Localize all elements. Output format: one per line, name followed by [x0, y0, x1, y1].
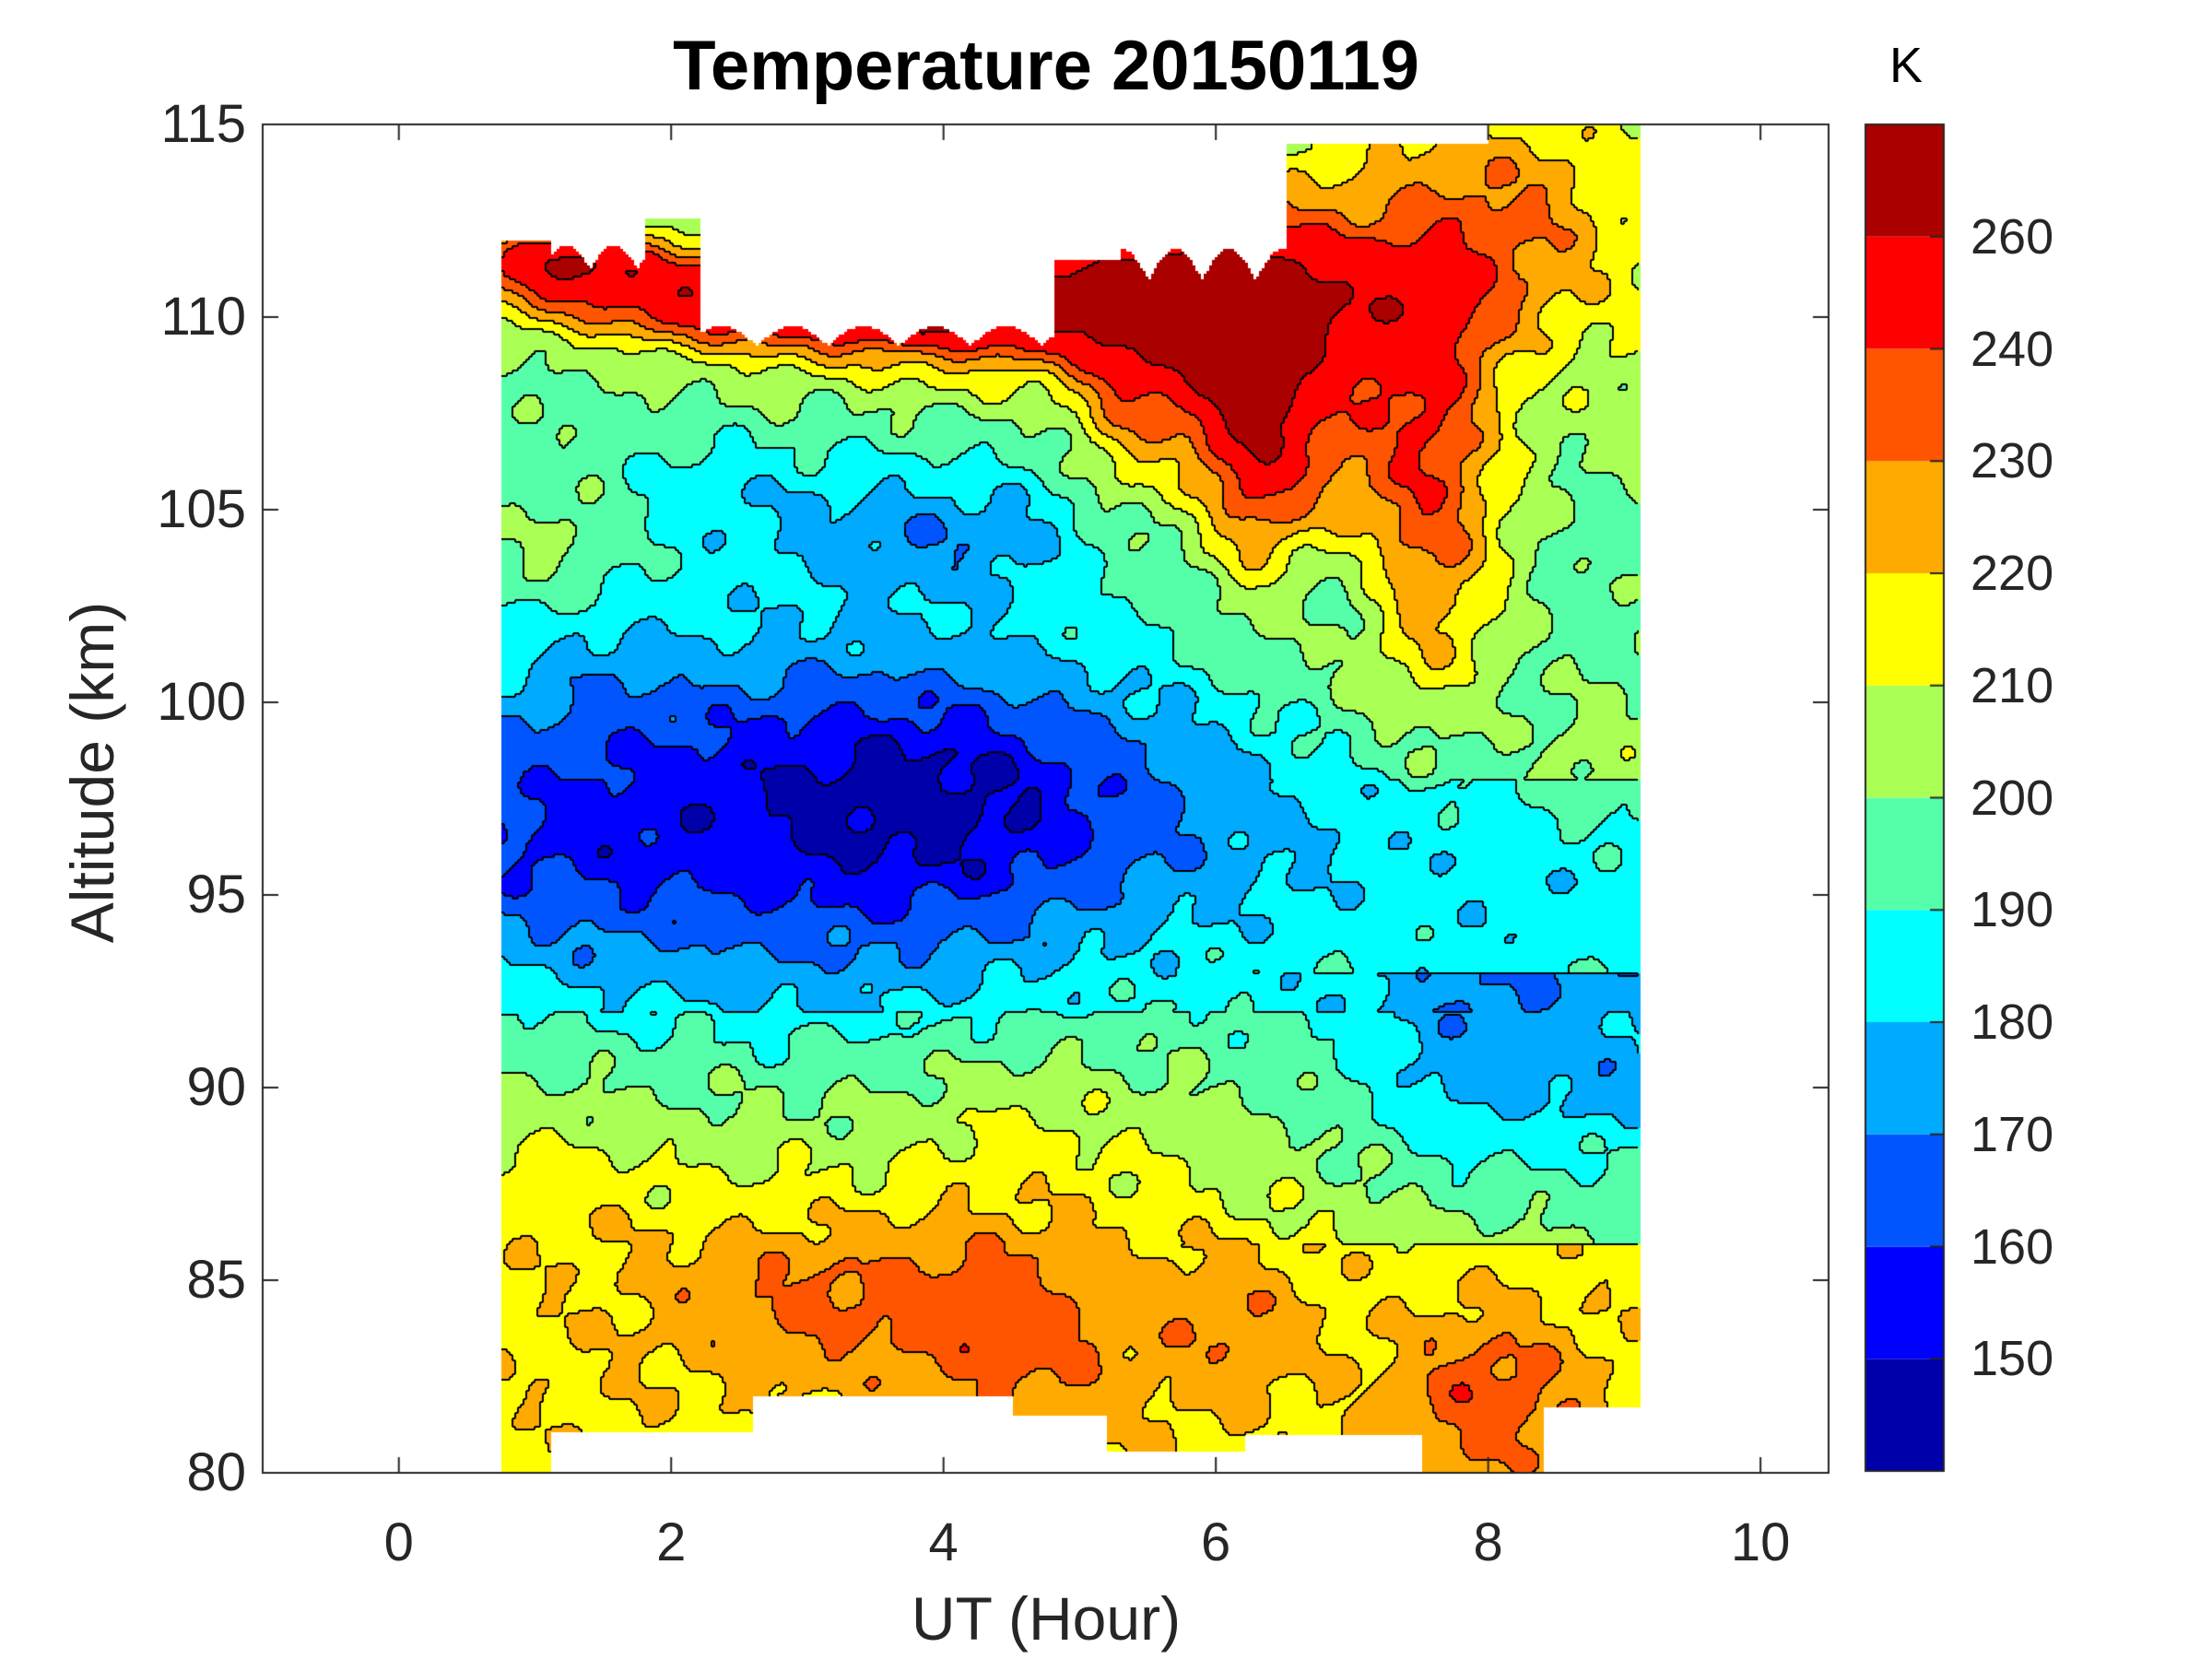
- x-tick-label: 6: [1201, 1512, 1231, 1572]
- y-tick-label: 105: [157, 479, 246, 539]
- colorbar-tick-label: 170: [1971, 1106, 2054, 1162]
- colorbar-tick-label: 230: [1971, 433, 2054, 489]
- colorbar-tick-label: 190: [1971, 882, 2054, 938]
- x-axis-label: UT (Hour): [911, 1584, 1182, 1653]
- y-tick-label: 80: [186, 1442, 246, 1502]
- colorbar-tick-label: 220: [1971, 546, 2054, 601]
- colorbar-tick-label: 200: [1971, 770, 2054, 826]
- y-tick-label: 90: [186, 1057, 246, 1117]
- y-tick-label: 110: [160, 287, 246, 347]
- y-tick-label: 85: [186, 1250, 246, 1310]
- x-tick-label: 4: [928, 1512, 959, 1572]
- x-tick-label: 2: [656, 1512, 687, 1572]
- colorbar-tick-label: 180: [1971, 994, 2054, 1050]
- colorbar-label: K: [1888, 38, 1924, 93]
- colorbar-tick-label: 150: [1971, 1331, 2054, 1387]
- colorbar-tick-label: 260: [1971, 208, 2054, 265]
- y-axis-label: Altitude (km): [58, 601, 126, 944]
- y-tick-label: 95: [186, 865, 246, 924]
- y-tick-label: 115: [160, 94, 246, 154]
- colorbar-tick-label: 210: [1971, 657, 2054, 713]
- x-tick-label: 0: [383, 1512, 414, 1572]
- colorbar-tick-label: 240: [1971, 321, 2054, 377]
- y-tick-label: 100: [157, 672, 246, 732]
- colorbar-tick-label: 160: [1971, 1218, 2054, 1275]
- x-tick-label: 10: [1730, 1512, 1791, 1572]
- x-tick-label: 8: [1473, 1512, 1503, 1572]
- chart-title: Temperature 20150119: [673, 27, 1419, 105]
